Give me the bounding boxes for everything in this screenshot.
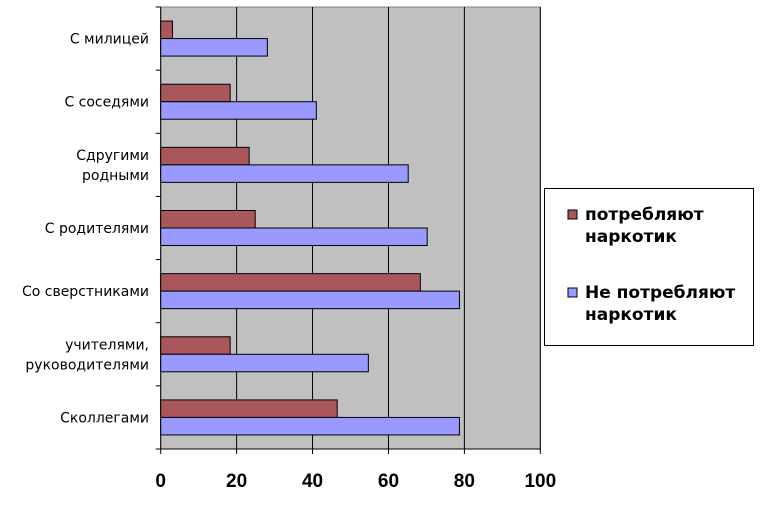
bar-non-users bbox=[160, 164, 409, 183]
x-tick-label: 40 bbox=[302, 471, 323, 492]
x-tick-label: 100 bbox=[524, 471, 556, 492]
bar-users bbox=[160, 399, 338, 418]
x-tick-label: 0 bbox=[155, 471, 166, 492]
bar-non-users bbox=[160, 38, 268, 57]
legend-label: Не потребляют наркотик bbox=[585, 283, 735, 325]
bar-users bbox=[160, 20, 173, 40]
bar-users bbox=[160, 210, 256, 229]
x-tick-label: 20 bbox=[226, 471, 247, 492]
category-label: Сколлегами bbox=[60, 410, 149, 426]
category-label: Сдругими родными bbox=[76, 148, 149, 184]
legend bbox=[544, 188, 754, 346]
bar-non-users bbox=[160, 227, 428, 246]
bar-non-users bbox=[160, 290, 460, 310]
bar-users bbox=[160, 146, 250, 166]
category-label: С родителями bbox=[45, 221, 149, 237]
legend-swatch bbox=[567, 287, 578, 298]
bar-users bbox=[160, 336, 231, 355]
bar-non-users bbox=[160, 353, 369, 373]
x-tick-label: 60 bbox=[378, 471, 399, 492]
bar-users bbox=[160, 83, 231, 103]
legend-swatch bbox=[567, 209, 578, 220]
bar-non-users bbox=[160, 101, 317, 120]
category-label: С соседями bbox=[64, 95, 149, 111]
bar-users bbox=[160, 273, 421, 292]
category-label: С милицей bbox=[70, 32, 149, 48]
category-label: учителями, руководителями bbox=[25, 337, 149, 373]
x-tick-label: 80 bbox=[454, 471, 475, 492]
legend-label: потребляют наркотик bbox=[585, 205, 704, 247]
category-label: Со сверстниками bbox=[22, 284, 149, 300]
bar-non-users bbox=[160, 416, 460, 436]
